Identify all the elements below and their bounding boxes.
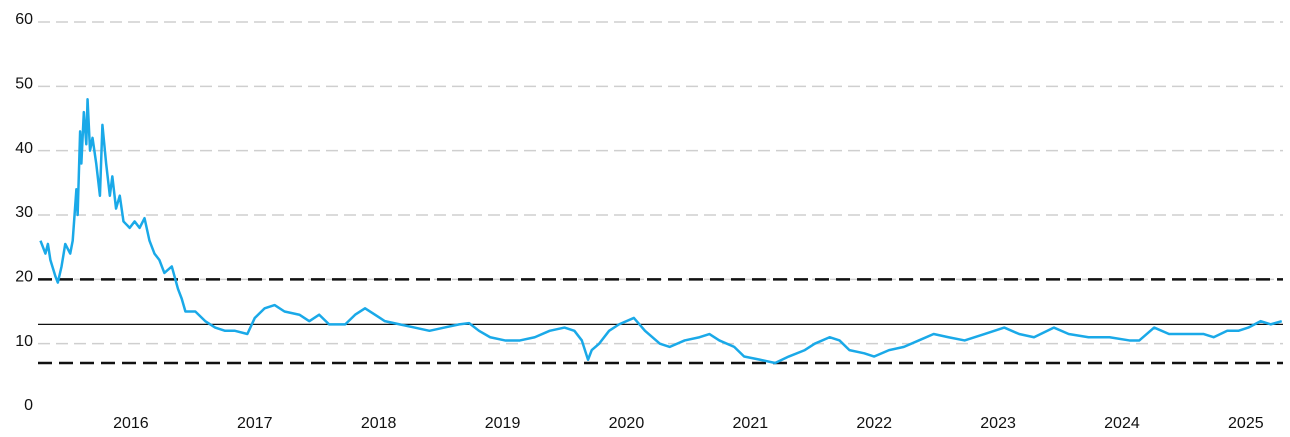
x-tick-label: 2016 <box>113 415 149 432</box>
y-tick-label: 0 <box>24 397 33 414</box>
x-tick-label: 2025 <box>1228 415 1264 432</box>
x-tick-label: 2018 <box>361 415 397 432</box>
x-tick-label: 2024 <box>1104 415 1140 432</box>
y-tick-label: 10 <box>15 333 33 350</box>
data-line <box>39 97 1283 365</box>
x-tick-label: 2021 <box>733 415 769 432</box>
x-tick-label: 2022 <box>856 415 892 432</box>
y-tick-label: 40 <box>15 140 33 157</box>
x-tick-label: 2017 <box>237 415 273 432</box>
y-tick-label: 50 <box>15 76 33 93</box>
y-tick-label: 20 <box>15 269 33 286</box>
x-tick-label: 2019 <box>485 415 521 432</box>
x-tick-label: 2023 <box>980 415 1016 432</box>
x-tick-label: 2020 <box>609 415 645 432</box>
y-tick-label: 30 <box>15 204 33 221</box>
y-tick-label: 60 <box>15 11 33 28</box>
